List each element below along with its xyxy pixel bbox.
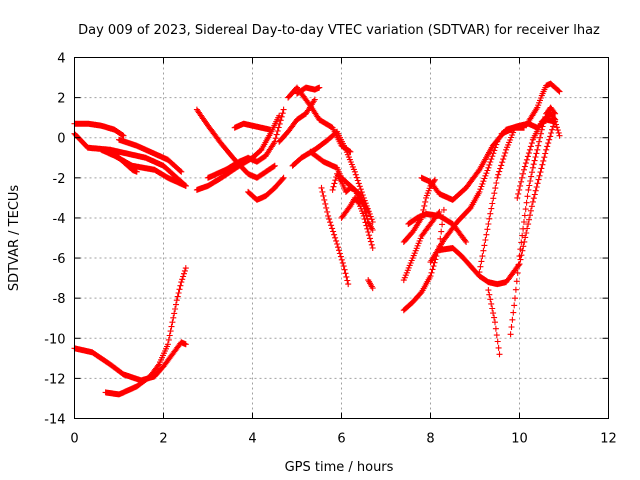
series-markers (436, 116, 559, 288)
y-tick-label: -4 (53, 212, 66, 227)
data-series (485, 287, 503, 358)
data-series (231, 120, 274, 133)
x-tick-label: 12 (600, 432, 617, 447)
data-series (329, 170, 376, 233)
data-series (116, 136, 185, 175)
y-tick-label: -8 (53, 292, 66, 307)
series-markers (485, 287, 503, 358)
data-points (71, 80, 563, 398)
y-tick-label: -6 (53, 252, 66, 267)
data-series (318, 184, 352, 288)
data-series (365, 277, 376, 292)
series-markers (427, 138, 501, 266)
series-markers (329, 170, 376, 233)
series-markers (498, 116, 563, 139)
data-series (427, 138, 501, 266)
series-markers (107, 146, 140, 175)
series-markers (365, 277, 376, 292)
series-markers (102, 265, 189, 398)
y-tick-label: -10 (44, 332, 65, 347)
chart-title: Day 009 of 2023, Sidereal Day-to-day VTE… (78, 23, 600, 38)
x-tick-label: 2 (159, 432, 167, 447)
x-tick-label: 10 (511, 432, 528, 447)
x-tick-label: 0 (70, 432, 78, 447)
series-markers (338, 194, 376, 251)
data-series (102, 265, 189, 398)
data-series (498, 116, 563, 139)
y-tick-label: 0 (57, 132, 65, 147)
series-markers (205, 106, 287, 181)
y-tick-label: -14 (44, 413, 65, 428)
data-series (107, 146, 140, 175)
y-tick-label: 4 (57, 52, 65, 67)
y-tick-label: -2 (53, 172, 66, 187)
y-tick-label: 2 (57, 92, 65, 107)
x-axis-label: GPS time / hours (285, 460, 394, 475)
data-series (338, 194, 376, 251)
data-series (245, 174, 287, 203)
data-series (436, 116, 559, 288)
y-axis-label: SDTVAR / TECUs (7, 185, 22, 292)
series-markers (245, 174, 287, 203)
series-markers (116, 136, 185, 175)
series-markers (231, 120, 274, 133)
x-tick-label: 8 (426, 432, 434, 447)
series-markers (525, 80, 563, 125)
y-tick-label: -12 (44, 372, 65, 387)
x-tick-label: 6 (337, 432, 345, 447)
data-series (525, 80, 563, 125)
data-series (205, 106, 287, 181)
x-tick-label: 4 (248, 432, 256, 447)
axis-ticks (74, 57, 609, 419)
series-markers (318, 184, 352, 288)
